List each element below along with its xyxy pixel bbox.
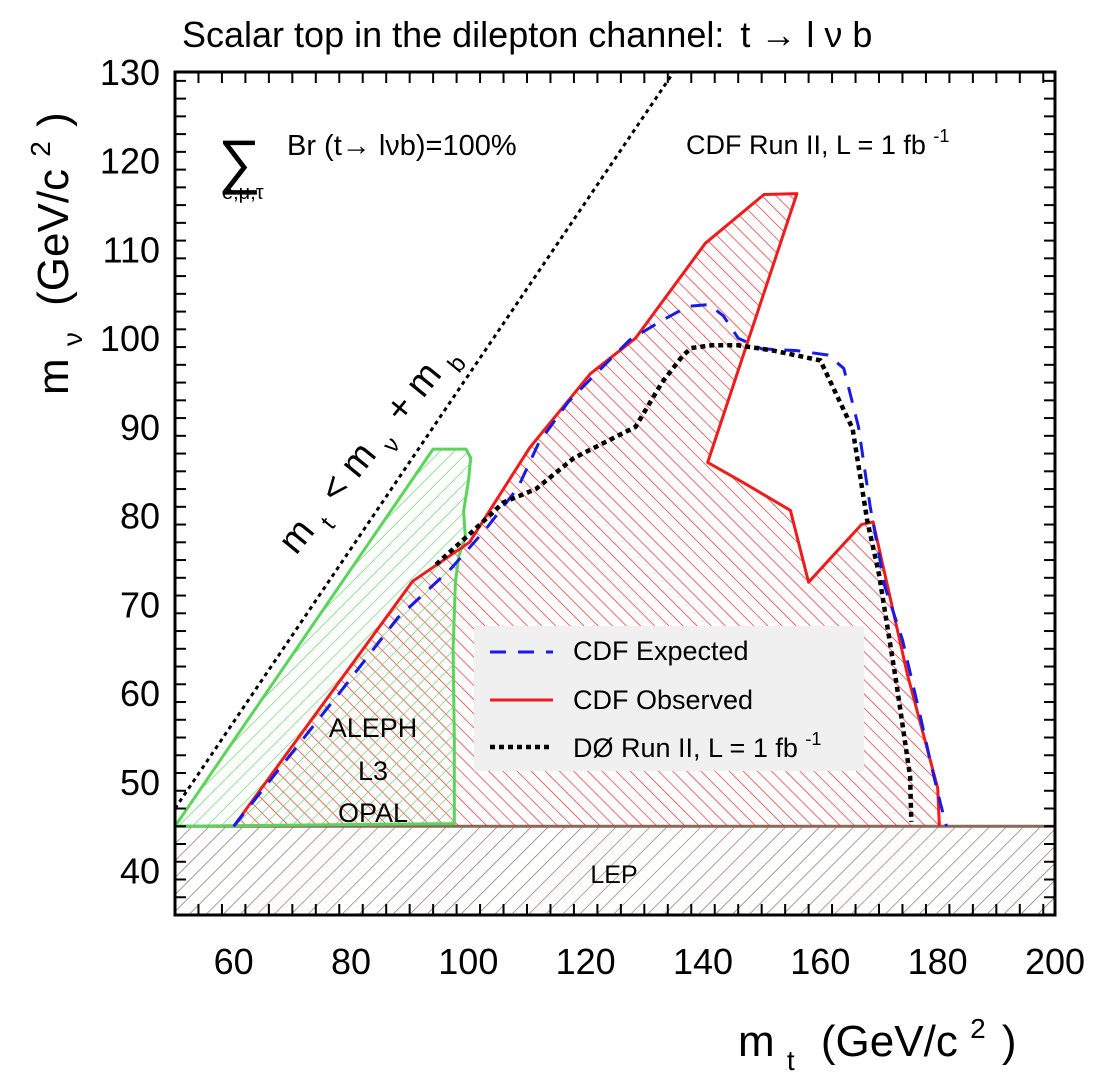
lep-experiment-l3: L3 [358,756,388,786]
x-tick-label: 100 [438,941,498,982]
legend-label-expected: CDF Expected [573,636,749,666]
y-tick-label: 110 [103,229,160,270]
axis-ticks [174,72,1055,916]
svg-text:m ν (GeV/c 2: m ν (GeV/c 2 ) [11,112,92,395]
sum-subscript: e,μ,τ [222,182,264,204]
x-tick-label: 180 [908,941,968,982]
legend-label-d0: DØ Run II, L = 1 fb -1 [573,729,821,763]
decay-formula: t → l ν b [740,14,872,55]
x-tick-label: 200 [1025,941,1085,982]
d0-observed-curve [434,343,914,822]
y-tick-label: 50 [120,762,160,803]
x-tick-label: 60 [214,941,254,982]
lep-experiment-opal: OPAL [338,798,408,828]
chart-title: Scalar top in the dilepton channel: t → … [182,14,872,55]
cdf-expected-curve [232,302,948,828]
sum-symbol: ∑ [218,128,261,195]
y-tick-label: 90 [120,407,160,448]
legend: CDF Expected CDF Observed DØ Run II, L =… [474,626,864,771]
x-tick-label: 160 [790,941,850,982]
y-tick-label: 40 [120,851,160,892]
x-tick-label: 120 [556,941,616,982]
y-tick-label: 60 [120,673,160,714]
y-tick-label: 130 [100,52,160,93]
x-axis-title: m t (GeV/c 2 ) [738,999,1017,1078]
plot-frame [173,70,1057,917]
y-axis-title: m ν (GeV/c 2 ) [11,112,92,395]
cdf-observed-curve [232,192,941,828]
lep-band-label: LEP [590,861,637,889]
y-tick-label: 80 [120,496,160,537]
y-tick-label: 100 [100,318,160,359]
lep-experiments-excluded-region [173,447,473,828]
y-tick-label: 70 [120,584,160,625]
lep-experiment-aleph: ALEPH [329,713,418,743]
y-tick-label: 120 [100,141,160,182]
experiment-label: CDF Run II, L = 1 fb -1 [686,126,949,160]
lep-exclusion-band [173,824,1057,917]
legend-label-observed: CDF Observed [573,685,753,715]
branching-ratio-label: Br (t→ lνb)=100% [287,130,517,162]
x-tick-label: 140 [673,941,733,982]
x-tick-label: 80 [331,941,371,982]
